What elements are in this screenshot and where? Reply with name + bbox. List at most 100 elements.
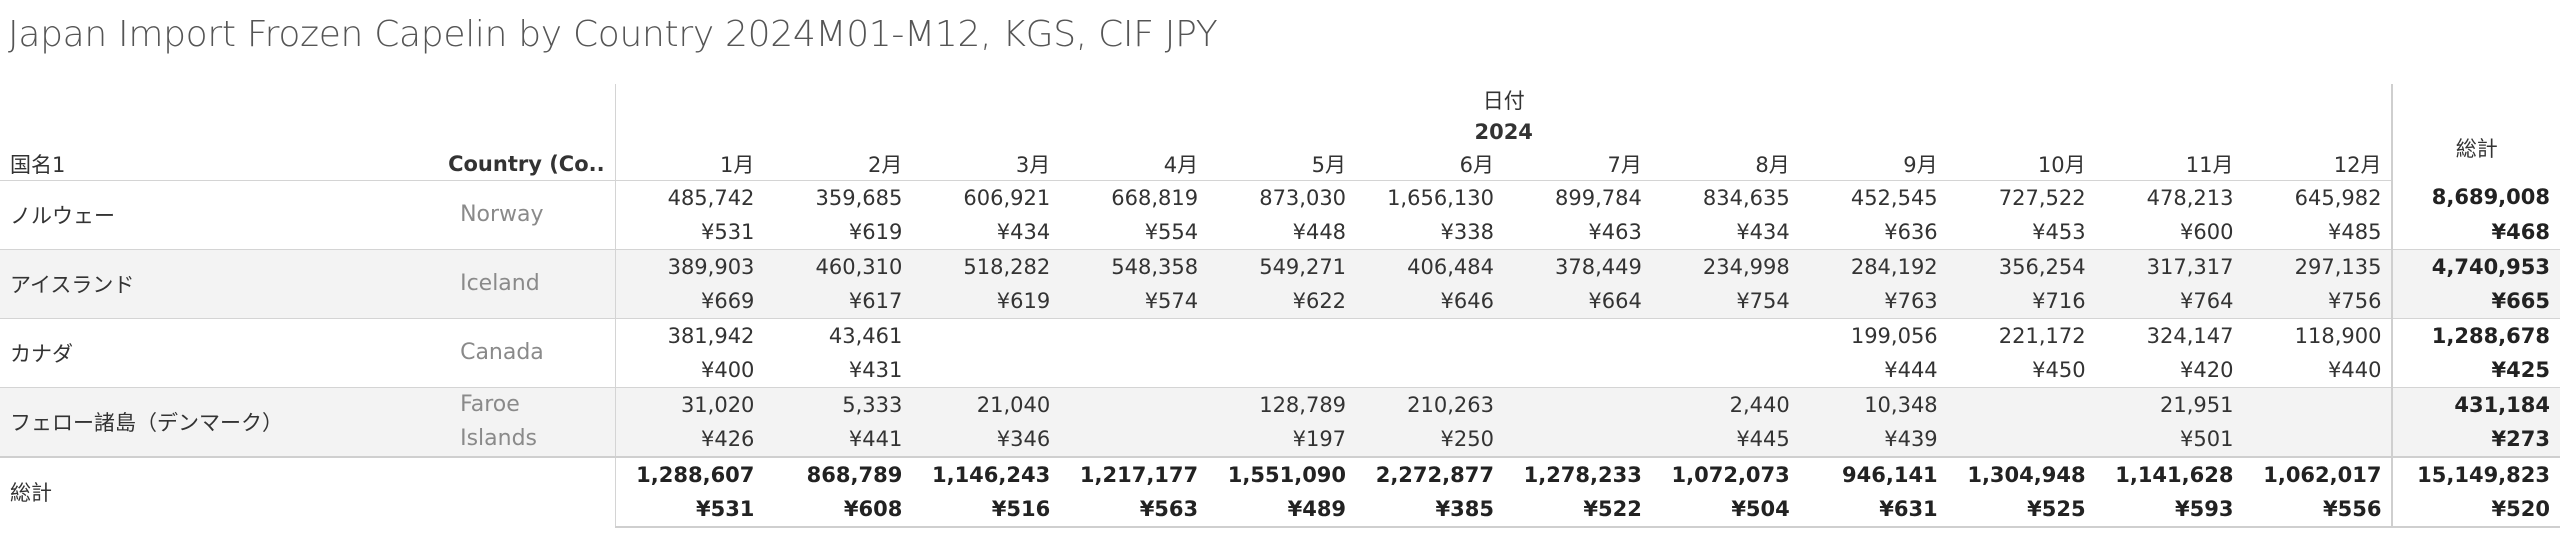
cell-jpy: ¥444 xyxy=(1884,357,1938,382)
row-header-country-jp: 国名1 xyxy=(0,148,449,181)
cell-kgs: 1,217,177 xyxy=(1060,455,1209,492)
country-line: Norway xyxy=(460,201,544,227)
cell-jpy xyxy=(1504,353,1652,388)
total-kgs: 8,689,008 xyxy=(2391,180,2560,215)
table-row: ノルウェー Norway 485,742 359,685 606,921 668,819 8… xyxy=(0,180,2560,228)
cell-kgs: 128,789 xyxy=(1208,386,1357,422)
cell-jpy: ¥636 xyxy=(1884,219,1938,244)
month-header: 5月 xyxy=(1208,148,1357,181)
cell-jpy: ¥556 xyxy=(2243,491,2393,528)
cell-kgs: 548,358 xyxy=(1060,248,1209,284)
cell-kgs: 452,545 xyxy=(1850,185,1938,210)
cell-jpy: ¥622 xyxy=(1208,283,1357,318)
cell-kgs: 2,272,877 xyxy=(1356,455,1504,492)
cell-jpy: ¥631 xyxy=(1799,491,1948,528)
cell-jpy: ¥574 xyxy=(1060,283,1209,318)
cell-jpy: ¥554 xyxy=(1144,219,1199,244)
country-line: Faroe xyxy=(460,391,520,417)
cell-jpy xyxy=(1503,421,1652,457)
month-header: 2月 xyxy=(764,148,913,181)
total-jpy: ¥665 xyxy=(2391,283,2560,318)
cell-kgs: 31,020 xyxy=(614,386,765,422)
month-header: 9月 xyxy=(1799,148,1948,181)
cell-kgs: 727,522 xyxy=(1998,185,2086,210)
country-line: Islands xyxy=(460,425,537,451)
cell-kgs: 518,282 xyxy=(912,248,1061,284)
cell-jpy xyxy=(1060,353,1208,388)
cell-jpy: ¥197 xyxy=(1208,421,1357,457)
row-country: Canada xyxy=(448,317,616,387)
cell-kgs: 946,141 xyxy=(1799,455,1948,492)
cell-kgs: 1,278,233 xyxy=(1503,455,1652,492)
cell-jpy: ¥763 xyxy=(1799,283,1948,318)
cell-kgs: 284,192 xyxy=(1799,248,1948,284)
cell-jpy xyxy=(1652,353,1800,388)
cell-kgs: 668,819 xyxy=(1111,185,1199,210)
table-row: カナダ Canada 381,942 43,461 199,056 221,172 324,… xyxy=(0,317,2560,387)
cell-jpy xyxy=(1060,421,1209,457)
row-name: 総計 xyxy=(0,455,449,527)
cell-kgs: 899,784 xyxy=(1555,185,1642,210)
cell-jpy: ¥501 xyxy=(2095,421,2244,457)
cell-kgs xyxy=(1356,317,1504,353)
cell-kgs: 645,982 xyxy=(2294,185,2382,210)
cell-jpy: ¥463 xyxy=(1588,219,1642,244)
cell-jpy: ¥563 xyxy=(1060,491,1209,528)
country-line: Canada xyxy=(460,339,544,365)
total-kgs: 4,740,953 xyxy=(2391,248,2560,284)
cell-kgs: 485,742 xyxy=(614,180,765,215)
country-line: Iceland xyxy=(460,270,540,296)
cell-kgs: 221,172 xyxy=(1947,317,2096,353)
cell-jpy: ¥420 xyxy=(2180,357,2234,382)
table-row: 総計 1,288,607 868,789 1,146,243 1,217,177 1,55… xyxy=(0,455,2560,527)
cell-jpy: ¥504 xyxy=(1651,491,1800,528)
cell-jpy: ¥764 xyxy=(2095,283,2244,318)
cell-jpy: ¥716 xyxy=(1947,283,2096,318)
cell-jpy: ¥522 xyxy=(1503,491,1652,528)
cell-jpy: ¥439 xyxy=(1799,421,1948,457)
cell-jpy: ¥531 xyxy=(614,491,765,528)
row-name: フェロー諸島（デンマーク） xyxy=(0,386,449,457)
table-row-jpy: ¥426 ¥441 ¥346 ¥197 ¥250 ¥445 ¥439 ¥501 ¥273 xyxy=(0,421,2560,457)
cell-jpy: ¥445 xyxy=(1651,421,1800,457)
cell-jpy: ¥646 xyxy=(1356,283,1504,318)
cell-kgs xyxy=(1060,386,1209,422)
table-row-jpy: ¥531 ¥608 ¥516 ¥563 ¥489 ¥385 ¥522 ¥504 ¥631 ¥525… xyxy=(0,491,2560,528)
cell-kgs xyxy=(1947,386,2096,422)
cell-kgs: 1,146,243 xyxy=(912,455,1061,492)
cell-kgs: 460,310 xyxy=(764,248,913,284)
cell-jpy: ¥756 xyxy=(2243,283,2393,318)
total-jpy: ¥520 xyxy=(2391,491,2560,528)
month-header: 11月 xyxy=(2095,148,2244,181)
cell-jpy: ¥617 xyxy=(764,283,913,318)
cell-kgs: 1,551,090 xyxy=(1208,455,1357,492)
month-header: 4月 xyxy=(1060,148,1209,181)
month-header: 1月 xyxy=(614,148,765,181)
cell-jpy: ¥426 xyxy=(614,421,765,457)
cell-jpy: ¥440 xyxy=(2328,357,2382,382)
month-header: 6月 xyxy=(1356,148,1504,181)
cell-kgs: 1,656,130 xyxy=(1387,185,1494,210)
crosstab-table: 日付 2024 総計 国名1 Country (Co.. 1月 2月 3月 4月… xyxy=(0,84,2560,528)
cell-kgs: 359,685 xyxy=(815,185,903,210)
cell-jpy: ¥489 xyxy=(1208,491,1357,528)
table-row: アイスランド Iceland 389,903 460,310 518,282 548,35… xyxy=(0,248,2560,318)
table-row-jpy: ¥400 ¥431 ¥444 ¥450 ¥420 ¥440 ¥425 xyxy=(0,352,2560,388)
row-country: Norway xyxy=(448,180,615,249)
row-country: Iceland xyxy=(448,248,616,318)
year-header: 2024 xyxy=(614,116,2393,148)
cell-jpy: ¥531 xyxy=(614,214,765,249)
month-header: 7月 xyxy=(1503,148,1652,181)
cell-kgs: 1,062,017 xyxy=(2243,455,2393,492)
cell-kgs: 1,304,948 xyxy=(1947,455,2096,492)
cell-jpy: ¥346 xyxy=(912,421,1061,457)
cell-kgs: 406,484 xyxy=(1356,248,1504,284)
cell-kgs: 868,789 xyxy=(764,455,913,492)
cell-kgs: 389,903 xyxy=(614,248,765,284)
cell-jpy: ¥448 xyxy=(1292,219,1347,244)
date-header: 日付 xyxy=(614,84,2393,116)
cell-jpy: ¥400 xyxy=(614,352,765,387)
cell-jpy: ¥619 xyxy=(912,283,1061,318)
table-row-jpy: ¥669 ¥617 ¥619 ¥574 ¥622 ¥646 ¥664 ¥754 ¥763 ¥716… xyxy=(0,283,2560,318)
cell-kgs: 873,030 xyxy=(1259,185,1347,210)
